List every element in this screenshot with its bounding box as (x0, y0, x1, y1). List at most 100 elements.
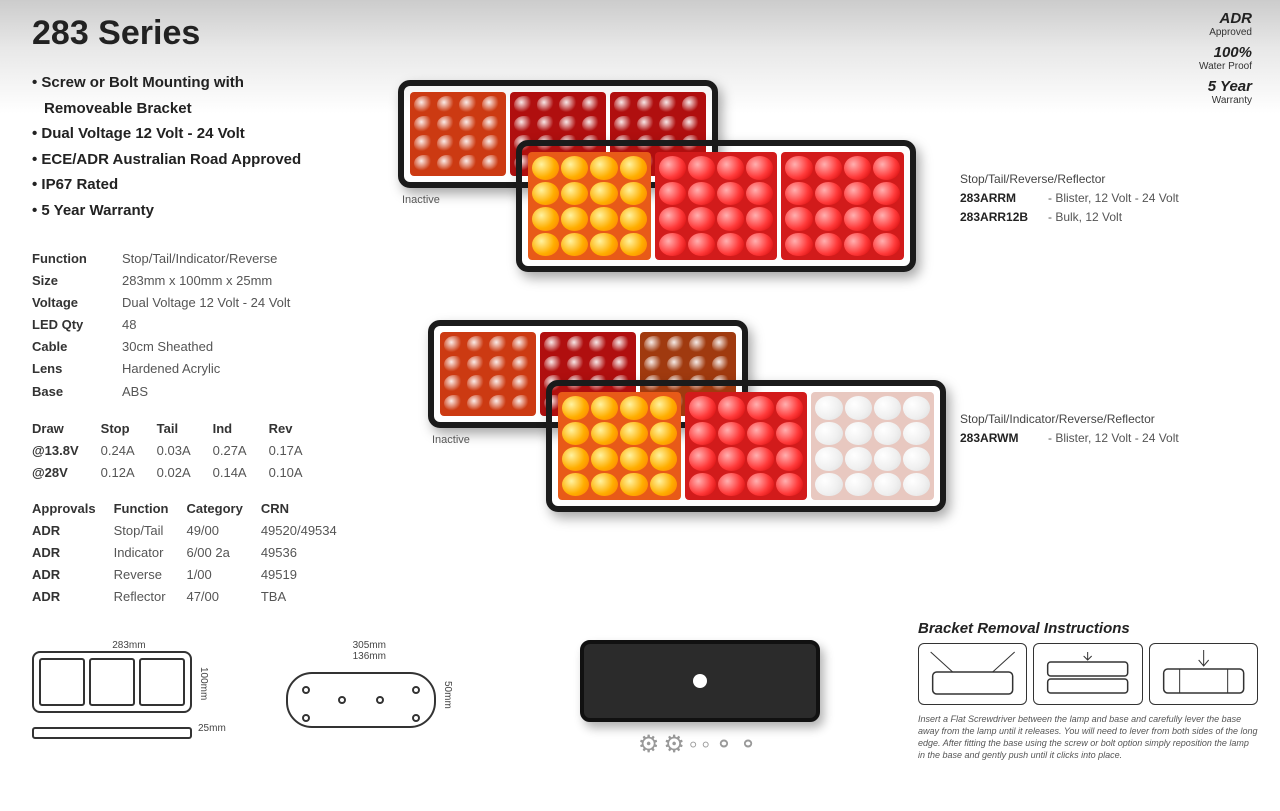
spec-block: FunctionStop/Tail/Indicator/ReverseSize2… (32, 248, 412, 403)
dim-width: 283mm (32, 640, 226, 651)
feature-item: ECE/ADR Australian Road Approved (32, 147, 392, 173)
spec-row: Cable30cm Sheathed (32, 336, 412, 358)
table-cell: 0.12A (101, 462, 157, 484)
sku-code: 283ARRM (960, 189, 1048, 208)
lamp-pod (655, 152, 778, 260)
spec-value: Dual Voltage 12 Volt - 24 Volt (122, 292, 412, 314)
table-cell: ADR (32, 564, 114, 586)
sku-code: 283ARR12B (960, 208, 1048, 227)
page-title: 283 Series (32, 14, 200, 53)
row-label: @28V (32, 462, 101, 484)
cert-badges: ADR Approved 100% Water Proof 5 Year War… (1199, 10, 1252, 112)
feature-item: Removeable Bracket (32, 96, 392, 122)
feature-item: Screw or Bolt Mounting with (32, 70, 392, 96)
table-cell: 0.27A (213, 440, 269, 462)
lamp-pod (528, 152, 651, 260)
table-header: Stop (101, 418, 157, 440)
spec-label: Voltage (32, 292, 122, 314)
side-outline (32, 727, 192, 739)
inactive-label: Inactive (402, 194, 440, 206)
sku-row: 283ARR12B- Bulk, 12 Volt (960, 208, 1179, 227)
lamp-pod (685, 392, 808, 500)
lamp-image (546, 380, 946, 512)
table-header: Tail (157, 418, 213, 440)
table-cell: 47/00 (186, 586, 260, 608)
bri-text: Insert a Flat Screwdriver between the la… (918, 713, 1258, 762)
badge-line1: ADR (1199, 10, 1252, 27)
table-cell: 49519 (261, 564, 355, 586)
front-outline (32, 651, 192, 713)
lamp-pod (781, 152, 904, 260)
dim-depth: 25mm (198, 723, 226, 734)
sku-desc: - Blister, 12 Volt - 24 Volt (1048, 191, 1179, 205)
spec-label: LED Qty (32, 314, 122, 336)
feature-item: 5 Year Warranty (32, 198, 392, 224)
bri-panel-3 (1149, 643, 1258, 705)
bri-title: Bracket Removal Instructions (918, 620, 1258, 637)
table-cell: 49536 (261, 542, 355, 564)
dim-hole-inner: 136mm (286, 651, 453, 662)
sku-desc: - Blister, 12 Volt - 24 Volt (1048, 431, 1179, 445)
spec-label: Size (32, 270, 122, 292)
lamp-image (516, 140, 916, 272)
spec-row: LensHardened Acrylic (32, 358, 412, 380)
spec-label: Cable (32, 336, 122, 358)
product-description: Stop/Tail/Reverse/Reflector283ARRM- Blis… (960, 170, 1179, 228)
spec-row: VoltageDual Voltage 12 Volt - 24 Volt (32, 292, 412, 314)
table-cell: TBA (261, 586, 355, 608)
dim-hole-h: 50mm (442, 681, 453, 709)
table-cell: 0.02A (157, 462, 213, 484)
table-cell: 6/00 2a (186, 542, 260, 564)
sku-row: 283ARRM- Blister, 12 Volt - 24 Volt (960, 189, 1179, 208)
sku-code: 283ARWM (960, 429, 1048, 448)
table-cell: 1/00 (186, 564, 260, 586)
table-header: Rev (269, 418, 325, 440)
table-cell: Reverse (114, 564, 187, 586)
spec-value: ABS (122, 381, 412, 403)
badge-waterproof: 100% Water Proof (1199, 44, 1252, 72)
spec-value: 283mm x 100mm x 25mm (122, 270, 412, 292)
product-description: Stop/Tail/Indicator/Reverse/Reflector283… (960, 410, 1179, 448)
lamp-pod (811, 392, 934, 500)
spec-value: Hardened Acrylic (122, 358, 412, 380)
product-header: Stop/Tail/Indicator/Reverse/Reflector (960, 410, 1179, 429)
badge-line1: 5 Year (1199, 78, 1252, 95)
lamp-pod (558, 392, 681, 500)
bri-panel-1 (918, 643, 1027, 705)
sku-desc: - Bulk, 12 Volt (1048, 210, 1122, 224)
table-cell: 0.17A (269, 440, 325, 462)
badge-line2: Approved (1199, 27, 1252, 38)
spec-row: LED Qty48 (32, 314, 412, 336)
spec-row: Size283mm x 100mm x 25mm (32, 270, 412, 292)
spec-value: 30cm Sheathed (122, 336, 412, 358)
spec-value: Stop/Tail/Indicator/Reverse (122, 248, 412, 270)
back-drawing: 305mm 136mm 50mm (286, 640, 453, 728)
bracket-image: ⚙⚙◦◦⚬⚬ (560, 640, 840, 759)
table-header: Category (186, 498, 260, 520)
spec-row: FunctionStop/Tail/Indicator/Reverse (32, 248, 412, 270)
badge-adr: ADR Approved (1199, 10, 1252, 38)
bracket-plate (580, 640, 820, 722)
technical-drawings: 283mm 100mm 25mm 305mm 136mm 50mm (32, 640, 453, 739)
screws-icon: ⚙⚙◦◦⚬⚬ (560, 730, 840, 759)
spec-label: Function (32, 248, 122, 270)
bracket-removal-instructions: Bracket Removal Instructions Insert a Fl… (918, 620, 1258, 762)
product-header: Stop/Tail/Reverse/Reflector (960, 170, 1179, 189)
table-cell: 49/00 (186, 520, 260, 542)
spec-label: Base (32, 381, 122, 403)
table-cell: ADR (32, 542, 114, 564)
spec-label: Lens (32, 358, 122, 380)
table-cell: 0.03A (157, 440, 213, 462)
feature-item: Dual Voltage 12 Volt - 24 Volt (32, 121, 392, 147)
front-drawing: 283mm 100mm 25mm (32, 640, 226, 739)
table-cell: 0.10A (269, 462, 325, 484)
badge-line1: 100% (1199, 44, 1252, 61)
table-cell: 49520/49534 (261, 520, 355, 542)
table-header: Approvals (32, 498, 114, 520)
back-outline (286, 672, 436, 728)
table-cell: Indicator (114, 542, 187, 564)
spec-row: BaseABS (32, 381, 412, 403)
bri-panel-2 (1033, 643, 1142, 705)
badge-line2: Water Proof (1199, 61, 1252, 72)
sku-row: 283ARWM- Blister, 12 Volt - 24 Volt (960, 429, 1179, 448)
